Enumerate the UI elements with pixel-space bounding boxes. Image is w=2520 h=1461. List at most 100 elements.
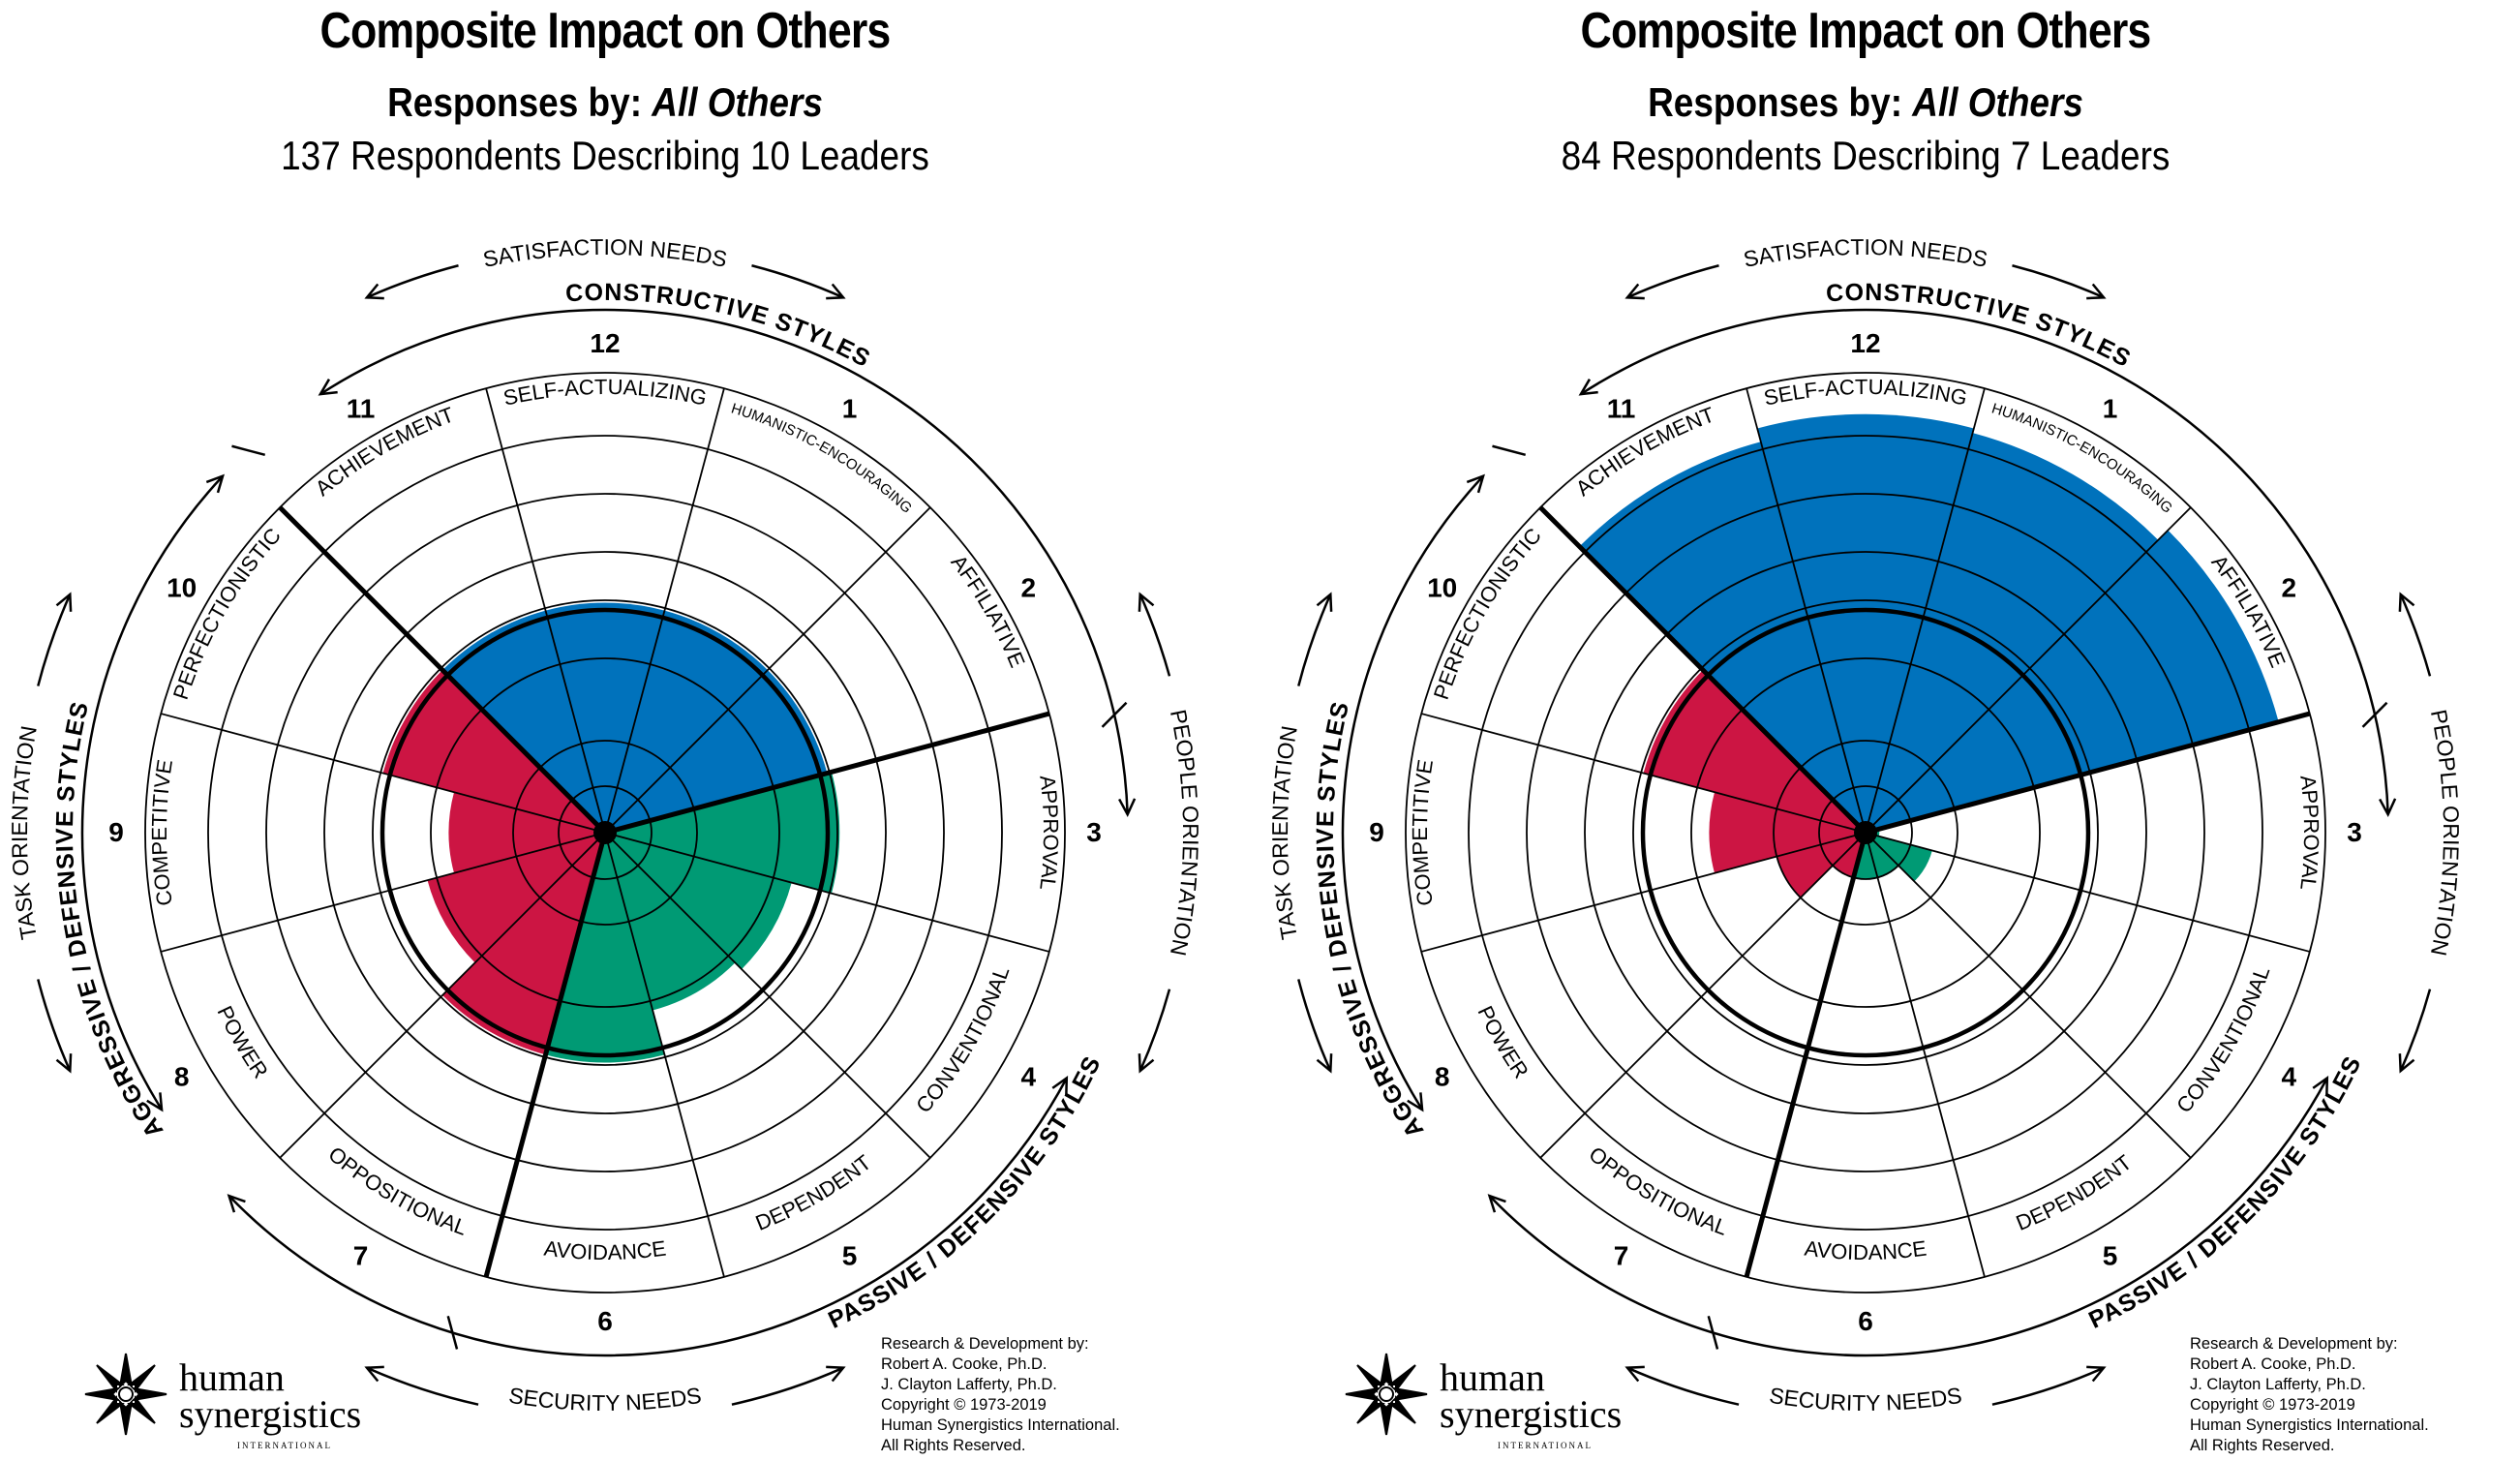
responses-group: All Others <box>1912 79 2083 125</box>
score-wedge-8 <box>1776 833 1866 898</box>
sector-line <box>1420 713 1857 832</box>
style-name-10: PERFECTIONISTIC <box>1429 523 1546 702</box>
credits-line: Research & Development by: <box>881 1335 1089 1353</box>
task-orientation-label: TASK ORIENTATION <box>1267 724 1302 942</box>
score-wedge-7 <box>442 833 605 1055</box>
people-orientation-arc <box>2399 989 2432 1072</box>
arc-tick <box>1492 444 1527 457</box>
arc-tick <box>446 1315 459 1350</box>
responses-line: Responses by: All Others <box>73 79 1138 126</box>
sector-line <box>611 506 931 827</box>
style-number-11: 11 <box>347 394 376 424</box>
style-number-8: 8 <box>1435 1062 1450 1092</box>
sector-line <box>1539 838 1860 1159</box>
cluster-boundary-line <box>1874 711 2311 833</box>
logo-star-icon <box>1345 1353 1428 1436</box>
style-name-12: SELF-ACTUALIZING <box>501 375 710 411</box>
credits-line: Copyright © 1973-2019 <box>881 1396 1047 1414</box>
style-name-7: OPPOSITIONAL <box>1584 1141 1730 1240</box>
logo-star-icon <box>84 1353 167 1436</box>
median-ring <box>380 607 831 1058</box>
logo-text-international: INTERNATIONAL <box>1498 1441 1593 1450</box>
responses-label: Responses by: <box>387 79 643 125</box>
style-name-3: APPROVAL <box>2295 774 2323 891</box>
score-wedge-4 <box>1866 833 1932 882</box>
credits-line: Human Synergistics International. <box>881 1416 1120 1434</box>
task-orientation-arc <box>37 594 72 686</box>
logo-text-human: human <box>1440 1355 1545 1399</box>
credits: Research & Development by: Robert A. Coo… <box>2190 1334 2429 1456</box>
credits-line: Robert A. Cooke, Ph.D. <box>2190 1355 2356 1373</box>
arc-tick <box>1101 701 1128 728</box>
grid-ring <box>265 493 945 1172</box>
score-wedge-1 <box>605 610 768 833</box>
score-wedge-5 <box>605 833 736 1011</box>
arc-arrow-icon <box>205 473 225 494</box>
security-needs-arc <box>366 1366 479 1406</box>
grid-ring <box>207 435 1003 1231</box>
style-name-6: AVOIDANCE <box>1804 1236 1928 1264</box>
cluster-boundary-line <box>614 711 1050 833</box>
cluster-boundary-line <box>483 841 605 1278</box>
cluster-boundary-line <box>1744 841 1866 1278</box>
credits-line: Human Synergistics International. <box>2190 1416 2429 1434</box>
logo-text-synergistics: synergistics <box>179 1392 361 1436</box>
score-wedge-7 <box>1833 833 1866 877</box>
security-needs-arc <box>1991 1366 2105 1406</box>
arc-arrow-icon <box>318 379 338 396</box>
style-number-9: 9 <box>108 817 124 847</box>
credits-line: All Rights Reserved. <box>2190 1437 2335 1454</box>
arc-tick <box>231 444 266 457</box>
score-wedge-4 <box>605 833 792 970</box>
credits-line: Robert A. Cooke, Ph.D. <box>881 1355 1047 1373</box>
grid-ring <box>558 785 653 880</box>
credits: Research & Development by: Robert A. Coo… <box>881 1334 1120 1456</box>
needs-arrow-icon <box>2086 1365 2107 1383</box>
circumplex-panel-left: Composite Impact on Others Responses by:… <box>7 3 1203 1456</box>
style-number-12: 12 <box>1850 328 1880 358</box>
grid-ring <box>323 551 887 1114</box>
style-number-3: 3 <box>2347 817 2362 847</box>
cluster-arc <box>1488 1077 2328 1357</box>
cluster-arc <box>80 474 224 1111</box>
circumplex-chart: 123456789101112HUMANISTIC-ENCOURAGINGAFF… <box>7 234 1203 1415</box>
credits-line: Copyright © 1973-2019 <box>2190 1396 2355 1414</box>
security-needs-arc <box>731 1366 844 1406</box>
arc-arrow-icon <box>1578 379 1598 396</box>
respondents-line: 137 Respondents Describing 10 Leaders <box>281 133 929 178</box>
grid-ring <box>1584 551 2147 1114</box>
sector-line <box>1867 387 1986 824</box>
cluster-boundary-line <box>278 505 600 828</box>
satisfaction-needs-arc <box>751 264 844 299</box>
satisfaction-needs-label: SATISFACTION NEEDS <box>1742 234 1990 272</box>
credits-line: Research & Development by: <box>2190 1335 2398 1353</box>
score-wedge-11 <box>442 610 605 833</box>
style-number-12: 12 <box>590 328 620 358</box>
cluster-arc <box>1341 474 1484 1111</box>
style-number-7: 7 <box>1614 1240 1629 1270</box>
style-number-1: 1 <box>842 394 858 424</box>
respondents-line: 84 Respondents Describing 7 Leaders <box>1561 133 2171 178</box>
style-number-10: 10 <box>1427 573 1457 603</box>
needs-arrow-icon <box>1624 283 1645 300</box>
needs-arrow-icon <box>826 1365 846 1383</box>
grid-ring <box>1468 435 2263 1231</box>
needs-arrow-icon <box>1138 1053 1155 1074</box>
satisfaction-needs-arc <box>1626 264 1719 299</box>
responses-group: All Others <box>652 79 823 125</box>
needs-arrow-icon <box>55 1053 73 1074</box>
score-wedge-10 <box>382 670 605 833</box>
arc-arrow-icon <box>2312 1076 2329 1096</box>
cluster-arc <box>228 1077 1068 1357</box>
style-name-3: APPROVAL <box>1035 774 1063 891</box>
style-name-9: COMPETITIVE <box>1408 758 1438 908</box>
style-name-8: POWER <box>1473 1002 1533 1082</box>
score-wedge-9 <box>448 792 605 873</box>
style-number-2: 2 <box>2282 573 2297 603</box>
style-name-12: SELF-ACTUALIZING <box>1762 375 1970 411</box>
median-ring <box>1640 607 2091 1058</box>
style-name-4: CONVENTIONAL <box>2171 963 2274 1117</box>
security-needs-label: SECURITY NEEDS <box>1768 1383 1963 1415</box>
chart-title: Composite Impact on Others <box>1580 3 2152 59</box>
arc-arrow-icon <box>1466 473 1485 494</box>
